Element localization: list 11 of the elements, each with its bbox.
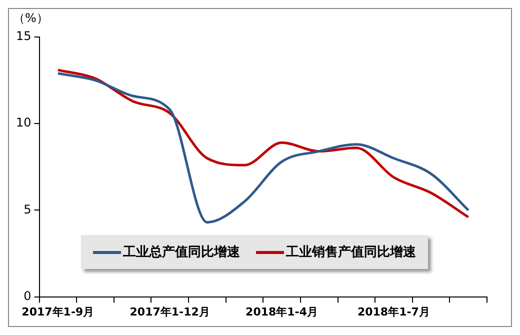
y-tick-label: 0: [24, 288, 32, 303]
x-tick-label: 2018年1-7月: [357, 305, 430, 318]
x-tick-label: 2017年1-12月: [130, 305, 210, 318]
y-tick-label: 10: [16, 116, 32, 130]
legend-label: 工业销售产值同比增速: [286, 244, 416, 261]
y-tick-label: 15: [16, 29, 32, 44]
y-axis-title: （%）: [13, 11, 48, 26]
legend-label: 工业总产值同比增速: [123, 244, 240, 261]
y-tick-label: 5: [24, 202, 32, 216]
x-tick-label: 2017年1-9月: [22, 305, 94, 318]
x-tick-label: 2018年1-4月: [246, 305, 318, 318]
